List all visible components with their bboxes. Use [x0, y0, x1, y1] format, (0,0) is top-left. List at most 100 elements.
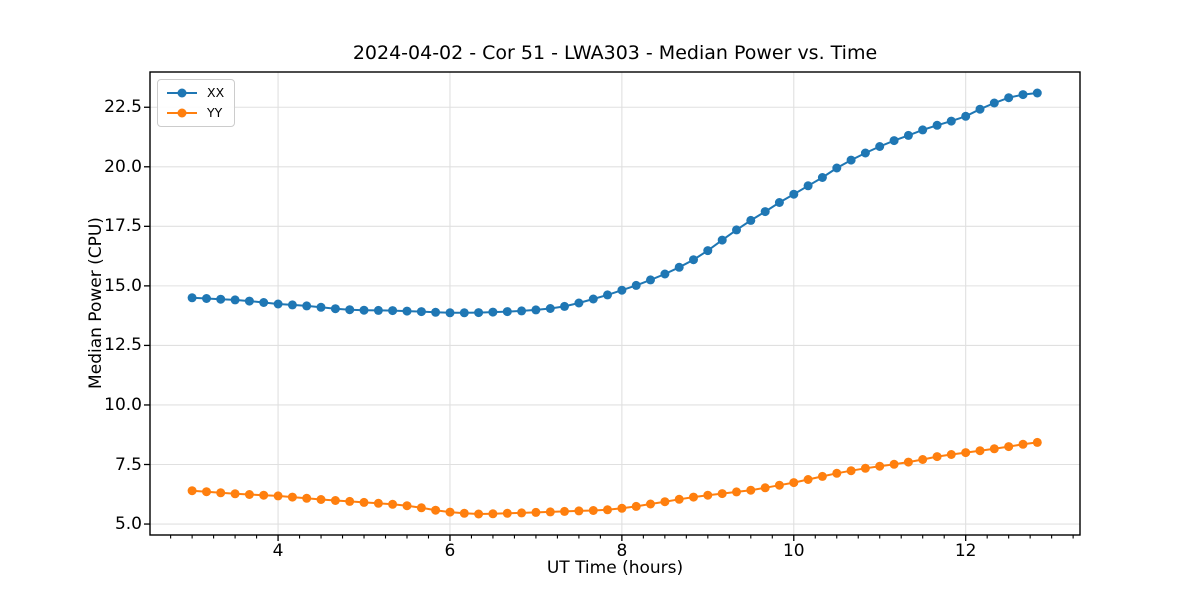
series-marker-yy [431, 505, 441, 515]
x-tick-label: 12 [954, 541, 977, 561]
y-axis-label: Median Power (CPU) [86, 217, 106, 389]
series-marker-xx [717, 235, 727, 245]
series-marker-xx [932, 120, 942, 130]
series-marker-yy [603, 505, 612, 515]
series-marker-xx [302, 301, 312, 311]
series-marker-xx [1004, 93, 1014, 103]
series-marker-yy [287, 492, 297, 502]
series-marker-xx [187, 293, 197, 303]
series-line-xx [192, 92, 1038, 314]
series-marker-yy [330, 496, 340, 505]
series-marker-yy [273, 491, 283, 501]
series-marker-yy [588, 506, 598, 515]
x-tick-label: 8 [616, 541, 628, 561]
series-marker-yy [903, 457, 913, 467]
series-marker-xx [803, 181, 813, 191]
series-marker-xx [545, 304, 555, 313]
series-marker-yy [488, 509, 498, 519]
series-marker-xx [918, 125, 928, 135]
series-marker-xx [617, 285, 627, 295]
series-marker-xx [832, 163, 842, 173]
y-tick-label: 17.5 [104, 216, 142, 237]
series-marker-xx [287, 300, 297, 310]
y-tick-label: 10.0 [104, 394, 142, 415]
series-marker-xx [488, 307, 498, 317]
series-marker-xx [560, 301, 569, 311]
series-marker-yy [502, 508, 512, 518]
series-marker-yy [946, 450, 956, 459]
series-marker-yy [660, 497, 670, 507]
series-marker-xx [359, 305, 369, 315]
series-marker-xx [746, 215, 756, 225]
series-marker-xx [459, 308, 469, 318]
series-marker-yy [889, 459, 899, 469]
legend-label-yy: YY [207, 105, 223, 120]
series-marker-yy [846, 466, 856, 476]
series-marker-yy [445, 507, 455, 517]
series-marker-xx [1032, 88, 1042, 98]
series-marker-xx [989, 98, 999, 108]
series-marker-yy [932, 452, 942, 462]
series-marker-yy [230, 489, 240, 499]
y-tick-label: 12.5 [104, 335, 142, 356]
series-marker-yy [545, 507, 555, 517]
series-marker-yy [216, 488, 226, 498]
series-marker-yy [416, 503, 426, 513]
series-marker-yy [875, 461, 885, 471]
series-marker-yy [803, 475, 813, 484]
series-marker-yy [774, 480, 784, 490]
series-marker-yy [302, 493, 312, 503]
axes-spines [149, 71, 1081, 536]
series-marker-yy [617, 503, 627, 513]
series-marker-xx [603, 290, 612, 300]
series-marker-xx [689, 255, 698, 265]
series-marker-yy [760, 483, 770, 493]
series-marker-xx [502, 307, 512, 317]
series-marker-xx [703, 246, 713, 256]
x-tick-label: 6 [444, 541, 456, 561]
series-marker-xx [946, 116, 956, 126]
y-tick-label: 15.0 [104, 275, 142, 296]
y-tick-label: 7.5 [114, 454, 142, 475]
series-marker-xx [903, 130, 913, 140]
series-marker-xx [273, 299, 283, 309]
series-marker-xx [517, 306, 527, 316]
series-marker-xx [975, 104, 985, 114]
series-marker-xx [588, 294, 598, 304]
series-marker-yy [689, 492, 698, 502]
y-tick-label: 5.0 [114, 514, 142, 535]
series-marker-xx [961, 111, 971, 121]
series-marker-xx [330, 304, 340, 314]
series-marker-yy [517, 508, 527, 518]
series-marker-xx [531, 305, 541, 315]
series-marker-yy [703, 490, 713, 500]
series-marker-yy [345, 496, 355, 506]
series-marker-xx [388, 306, 398, 316]
x-tick-label: 4 [272, 541, 284, 561]
series-marker-xx [789, 189, 799, 199]
series-marker-yy [1032, 437, 1042, 447]
legend-item-xx: XX [165, 84, 224, 102]
series-marker-yy [187, 486, 197, 496]
series-marker-yy [817, 471, 827, 481]
series-marker-yy [388, 499, 398, 509]
series-marker-yy [359, 497, 369, 507]
series-marker-yy [789, 478, 799, 488]
series-marker-xx [817, 173, 827, 182]
series-marker-xx [774, 198, 784, 207]
series-marker-yy [244, 490, 254, 499]
series-marker-yy [832, 468, 842, 478]
series-marker-yy [560, 506, 569, 516]
series-marker-xx [345, 305, 355, 315]
series-marker-yy [918, 455, 928, 464]
series-marker-xx [646, 275, 655, 285]
series-marker-yy [674, 494, 684, 504]
chart-title: 2024-04-02 - Cor 51 - LWA303 - Median Po… [352, 42, 878, 64]
series-marker-xx [373, 305, 383, 315]
series-marker-yy [202, 487, 211, 497]
series-marker-xx [875, 142, 885, 151]
series-marker-xx [574, 298, 584, 308]
series-marker-xx [244, 296, 254, 306]
